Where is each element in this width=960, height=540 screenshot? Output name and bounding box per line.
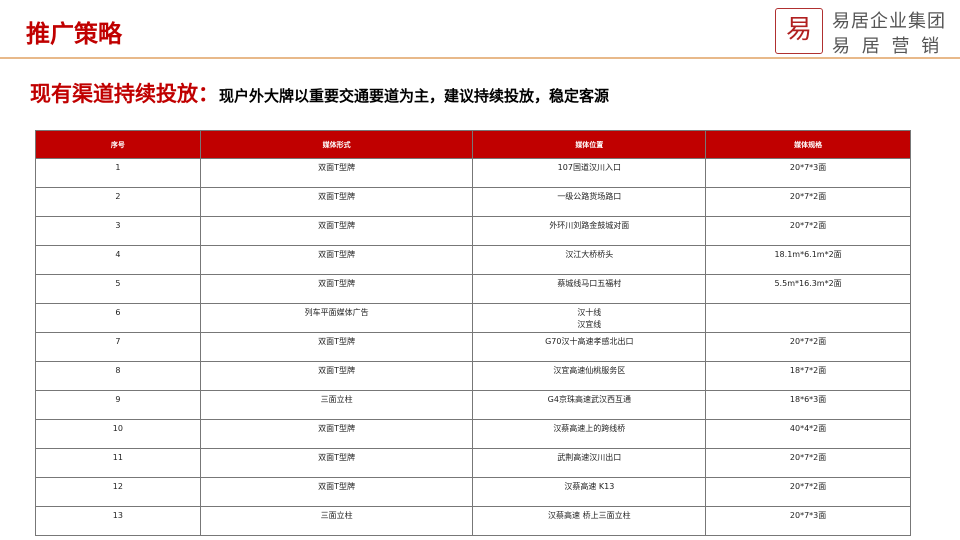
table-cell: 6 [35, 303, 201, 333]
brand-line-2: 易 居 营 销 [832, 36, 943, 57]
table-cell: 外环川刘路金鼓城对面 [472, 216, 707, 246]
table-cell: 12 [35, 477, 201, 507]
table-cell: 三面立柱 [199, 506, 474, 536]
table-cell: 双面T型牌 [199, 187, 474, 217]
table-header: 序号 媒体形式 媒体位置 媒体规格 [35, 130, 911, 159]
company-logo: 易 [775, 8, 823, 54]
table-row: 6 列车平面媒体广告 汉十线 汉宜线 [35, 303, 911, 333]
table-row: 8 双面T型牌 汉宜高速仙桃服务区 18*7*2面 [35, 361, 911, 391]
table-cell: 武荆高速汉川出口 [472, 448, 707, 478]
table-cell: 20*7*2面 [705, 216, 911, 246]
table-cell: 20*7*2面 [705, 448, 911, 478]
table-cell: 20*7*2面 [705, 477, 911, 507]
table-row: 13 三面立柱 汉蔡高速 桥上三面立柱 20*7*3面 [35, 506, 911, 536]
table-row: 7 双面T型牌 G70汉十高速孝感北出口 20*7*2面 [35, 332, 911, 362]
subtitle-highlight: 现有渠道持续投放： [30, 82, 219, 106]
table-cell: 18*7*2面 [705, 361, 911, 391]
header-divider [0, 57, 960, 59]
table-cell: 双面T型牌 [199, 361, 474, 391]
table-cell: 双面T型牌 [199, 477, 474, 507]
table-cell: 107国道汉川入口 [472, 158, 707, 188]
table-cell: 汉蔡高速上的跨线桥 [472, 419, 707, 449]
table-cell: 11 [35, 448, 201, 478]
table-cell: 18.1m*6.1m*2面 [705, 245, 911, 275]
column-header: 媒体规格 [705, 130, 911, 159]
column-header: 媒体形式 [199, 130, 474, 159]
table-cell: 4 [35, 245, 201, 275]
table-cell: 双面T型牌 [199, 245, 474, 275]
table-cell: 8 [35, 361, 201, 391]
brand-line-1: 易居企业集团 [832, 11, 946, 32]
table-row: 5 双面T型牌 蔡城线马口五福村 5.5m*16.3m*2面 [35, 274, 911, 304]
table-row: 2 双面T型牌 一级公路货场路口 20*7*2面 [35, 187, 911, 217]
table-cell: 蔡城线马口五福村 [472, 274, 707, 304]
table-cell: 9 [35, 390, 201, 420]
table-cell: 双面T型牌 [199, 158, 474, 188]
table-row: 12 双面T型牌 汉蔡高速 K13 20*7*2面 [35, 477, 911, 507]
table-cell: 40*4*2面 [705, 419, 911, 449]
table-cell: G4京珠高速武汉西互通 [472, 390, 707, 420]
table-row: 10 双面T型牌 汉蔡高速上的跨线桥 40*4*2面 [35, 419, 911, 449]
page-title: 推广策略 [26, 20, 122, 48]
column-header: 媒体位置 [472, 130, 707, 159]
table-row: 4 双面T型牌 汉江大桥桥头 18.1m*6.1m*2面 [35, 245, 911, 275]
table-cell: 汉十线 汉宜线 [472, 303, 707, 333]
media-table: 序号 媒体形式 媒体位置 媒体规格 1 双面T型牌 107国道汉川入口 20*7*3面 2 双面… [35, 130, 911, 536]
table-cell: 2 [35, 187, 201, 217]
table-row: 11 双面T型牌 武荆高速汉川出口 20*7*2面 [35, 448, 911, 478]
table-cell: 20*7*2面 [705, 187, 911, 217]
table-cell: 双面T型牌 [199, 448, 474, 478]
table-cell: 汉江大桥桥头 [472, 245, 707, 275]
table-cell: 汉蔡高速 桥上三面立柱 [472, 506, 707, 536]
subtitle-text: 现户外大牌以重要交通要道为主，建议持续投放，稳定客源 [219, 87, 610, 105]
table-cell: 双面T型牌 [199, 332, 474, 362]
table-cell: 10 [35, 419, 201, 449]
table-cell: 一级公路货场路口 [472, 187, 707, 217]
table-cell: 1 [35, 158, 201, 188]
table-cell: 5.5m*16.3m*2面 [705, 274, 911, 304]
table-cell: 5 [35, 274, 201, 304]
table-row: 1 双面T型牌 107国道汉川入口 20*7*3面 [35, 158, 911, 188]
table-cell: 20*7*2面 [705, 332, 911, 362]
table-cell: 20*7*3面 [705, 506, 911, 536]
table-cell: 双面T型牌 [199, 216, 474, 246]
table-cell: 3 [35, 216, 201, 246]
subtitle: 现有渠道持续投放：现户外大牌以重要交通要道为主，建议持续投放，稳定客源 [30, 78, 609, 108]
table-cell [705, 303, 911, 333]
table-cell: 三面立柱 [199, 390, 474, 420]
table-cell: 汉宜高速仙桃服务区 [472, 361, 707, 391]
table-cell: 20*7*3面 [705, 158, 911, 188]
table-cell: 13 [35, 506, 201, 536]
table-cell: 双面T型牌 [199, 419, 474, 449]
table-cell: 双面T型牌 [199, 274, 474, 304]
table-cell: 列车平面媒体广告 [199, 303, 474, 333]
column-header: 序号 [35, 130, 201, 159]
table-cell: 汉蔡高速 K13 [472, 477, 707, 507]
table-row: 3 双面T型牌 外环川刘路金鼓城对面 20*7*2面 [35, 216, 911, 246]
table-cell: 7 [35, 332, 201, 362]
table-cell: 18*6*3面 [705, 390, 911, 420]
table-cell: G70汉十高速孝感北出口 [472, 332, 707, 362]
table-row: 9 三面立柱 G4京珠高速武汉西互通 18*6*3面 [35, 390, 911, 420]
